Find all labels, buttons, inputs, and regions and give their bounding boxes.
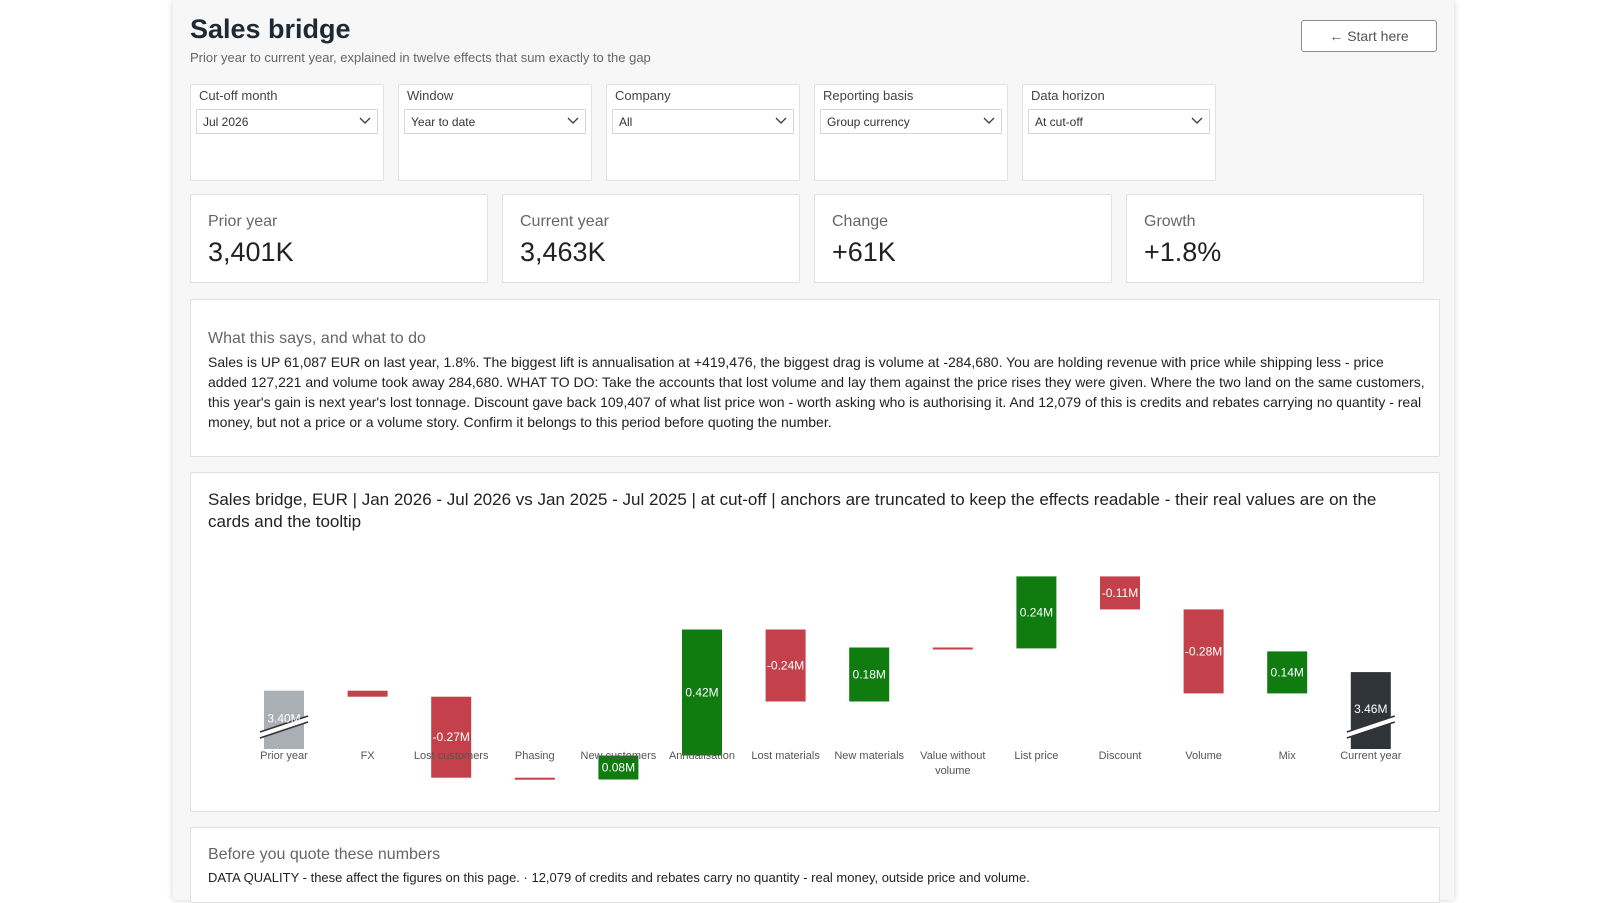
slicer-window: Window Year to date <box>398 84 592 181</box>
category-label: Phasing <box>515 750 555 762</box>
narrative-panel: What this says, and what to do Sales is … <box>190 299 1440 457</box>
waterfall-bar <box>598 755 639 780</box>
category-label: Lost materials <box>751 750 820 762</box>
data-label: -0.24M <box>767 659 804 673</box>
category-label: Lost customers <box>414 750 489 762</box>
slicer-label: Cut-off month <box>199 88 278 103</box>
data-label: 0.08M <box>602 761 635 775</box>
data-quality-panel: Before you quote these numbers DATA QUAL… <box>190 827 1440 903</box>
slicer-label: Reporting basis <box>823 88 914 103</box>
axis-break-mark <box>260 716 308 738</box>
kpi-label: Growth <box>1144 213 1196 230</box>
waterfall-bar <box>514 777 555 780</box>
kpi-label: Prior year <box>208 213 278 230</box>
axis-break-line <box>1346 721 1396 739</box>
dropdown-value: Group currency <box>827 114 910 129</box>
window-dropdown[interactable]: Year to date <box>404 109 586 134</box>
category-label: Current year <box>1340 750 1401 762</box>
axis-break-line <box>259 721 309 739</box>
cutoff-month-dropdown[interactable]: Jul 2026 <box>196 109 378 134</box>
category-label: List price <box>1014 750 1058 762</box>
category-label: Value without <box>920 750 985 762</box>
axis-break-line <box>1346 715 1396 733</box>
data-label: 0.14M <box>1271 665 1304 679</box>
data-quality-heading: Before you quote these numbers <box>208 846 441 863</box>
slicer-label: Window <box>407 88 454 103</box>
narrative-text: Sales is UP 61,087 EUR on last year, 1.8… <box>208 354 1425 430</box>
kpi-value: +1.8% <box>1144 237 1222 267</box>
chevron-down-icon <box>359 117 371 124</box>
category-label: FX <box>361 750 376 762</box>
slicer-cutoff-month: Cut-off month Jul 2026 <box>190 84 384 181</box>
chart-title: Sales bridge, EUR | Jan 2026 - Jul 2026 … <box>208 490 1377 531</box>
category-label: Discount <box>1099 750 1142 762</box>
bridge-chart-panel: Sales bridge, EUR | Jan 2026 - Jul 2026 … <box>190 472 1440 812</box>
waterfall-bar <box>932 647 973 650</box>
data-label: -0.11M <box>1102 586 1138 600</box>
category-label: New materials <box>834 750 904 762</box>
waterfall-bar <box>1183 609 1224 694</box>
waterfall-bar <box>849 647 890 702</box>
waterfall-bar <box>1267 651 1308 694</box>
slicer-data-horizon: Data horizon At cut-off <box>1022 84 1216 181</box>
category-label: New customers <box>581 750 657 762</box>
axis-break-line <box>259 715 309 733</box>
start-here-button[interactable]: ← Start here <box>1301 20 1437 52</box>
waterfall-bar <box>347 690 388 697</box>
company-dropdown[interactable]: All <box>612 109 794 134</box>
data-label: -0.28M <box>1185 644 1222 658</box>
kpi-card-change: Change +61K <box>814 194 1112 283</box>
waterfall-chart: 3.40M Prior year FX -0.27M Lost customers Pha… <box>259 576 1402 780</box>
chevron-down-icon <box>1191 117 1203 124</box>
dropdown-value: All <box>619 114 633 129</box>
dropdown-value: Jul 2026 <box>203 114 249 129</box>
axis-break-mark <box>1346 716 1395 738</box>
waterfall-bar <box>1016 576 1057 649</box>
category-label: Annualisation <box>669 750 735 762</box>
dropdown-value: Year to date <box>411 114 476 129</box>
kpi-value: 3,401K <box>208 237 294 267</box>
kpi-label: Current year <box>520 213 609 230</box>
category-label: Volume <box>1185 750 1222 762</box>
page-subtitle: Prior year to current year, explained in… <box>190 50 651 65</box>
data-label: 0.18M <box>853 668 886 682</box>
waterfall-bar <box>431 696 472 778</box>
data-label: 3.46M <box>1354 702 1387 716</box>
data-label: -0.27M <box>433 730 470 744</box>
kpi-label: Change <box>832 213 889 230</box>
slicer-label: Data horizon <box>1031 88 1105 103</box>
data-label: 0.24M <box>1020 605 1053 619</box>
slicer-reporting-basis: Reporting basis Group currency <box>814 84 1008 181</box>
chevron-down-icon <box>775 117 787 124</box>
kpi-card-prior-year: Prior year 3,401K <box>190 194 488 283</box>
report-page: Sales bridge Prior year to current year,… <box>173 0 1454 903</box>
narrative-heading: What this says, and what to do <box>208 330 426 347</box>
waterfall-bar <box>1100 576 1140 610</box>
slicer-company: Company All <box>606 84 800 181</box>
kpi-value: +61K <box>832 237 896 267</box>
slicer-label: Company <box>615 88 671 103</box>
kpi-card-growth: Growth +1.8% <box>1126 194 1424 283</box>
data-quality-text: DATA QUALITY - these affect the figures … <box>208 870 1030 885</box>
chevron-down-icon <box>567 117 579 124</box>
waterfall-bar <box>1350 672 1391 749</box>
reporting-basis-dropdown[interactable]: Group currency <box>820 109 1002 134</box>
data-label: 3.40M <box>267 712 300 726</box>
waterfall-bar <box>682 629 722 756</box>
dropdown-value: At cut-off <box>1035 114 1083 129</box>
kpi-value: 3,463K <box>520 237 606 267</box>
data-label: 0.42M <box>685 686 718 700</box>
page-title: Sales bridge <box>190 14 351 44</box>
data-horizon-dropdown[interactable]: At cut-off <box>1028 109 1210 134</box>
category-label: volume <box>935 765 970 777</box>
chevron-down-icon <box>983 117 995 124</box>
category-label: Mix <box>1279 750 1297 762</box>
waterfall-bar <box>765 629 806 702</box>
kpi-card-current-year: Current year 3,463K <box>502 194 800 283</box>
category-label: Prior year <box>260 750 308 762</box>
